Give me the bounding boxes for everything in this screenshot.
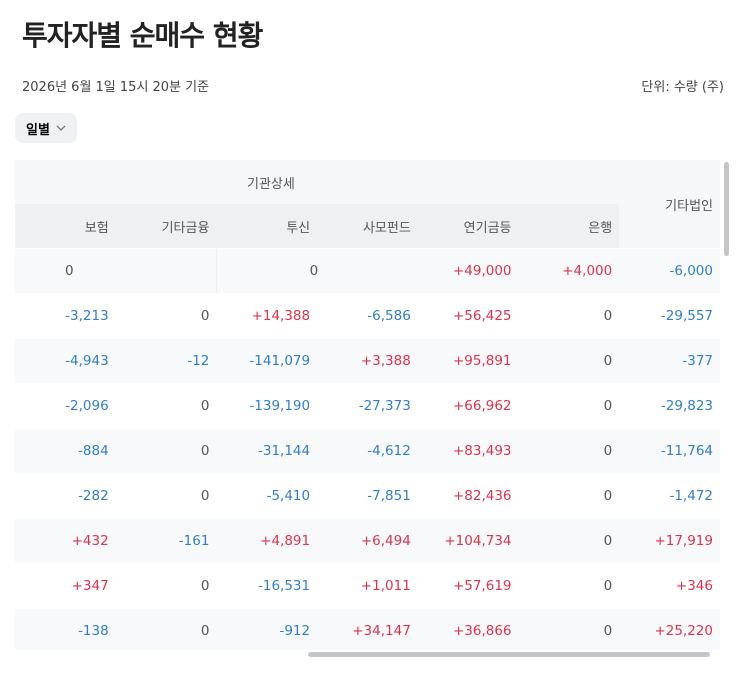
- table-cell: -11,764: [619, 428, 720, 474]
- table-cell: +432: [15, 518, 116, 564]
- table-cell: 0: [518, 428, 620, 474]
- table-row: -884 0 -31,144 -4,612 +83,493 0 -11,764: [15, 428, 720, 474]
- table-cell: +49,000: [417, 248, 519, 294]
- table-row: 0 0 +49,000 +4,000 -6,000: [15, 248, 720, 294]
- table-cell: +66,962: [417, 383, 519, 429]
- column-header: 기타금융: [115, 204, 217, 249]
- table-cell: 0: [15, 248, 217, 294]
- table-cell: 0: [518, 608, 620, 650]
- column-header: 연기금등: [417, 204, 519, 249]
- group-header: 기관상세: [15, 160, 620, 204]
- table-cell: -3,213: [15, 293, 116, 339]
- table-cell: -4,612: [317, 428, 418, 474]
- scrollbar-h[interactable]: [308, 652, 710, 657]
- table-cell: -29,557: [619, 293, 720, 339]
- table-cell: +4,000: [518, 248, 620, 294]
- column-header: 기타법인: [619, 160, 720, 249]
- table-row: -282 0 -5,410 -7,851 +82,436 0 -1,472: [15, 473, 720, 519]
- table-cell: +17,919: [619, 518, 720, 564]
- table-cell: 0: [115, 293, 217, 339]
- table-cell: -377: [619, 338, 720, 384]
- table-cell: 0: [518, 563, 620, 609]
- column-header: 보험: [15, 204, 116, 249]
- table-cell: -5,410: [216, 473, 318, 519]
- table-row: -3,213 0 +14,388 -6,586 +56,425 0 -29,557: [15, 293, 720, 339]
- table-cell: 0: [115, 473, 217, 519]
- table-cell: +6,494: [317, 518, 418, 564]
- table-cell: 0: [518, 293, 620, 339]
- table-cell: -1,472: [619, 473, 720, 519]
- timestamp: 2026년 6월 1일 15시 20분 기준: [22, 80, 210, 95]
- table-cell: -912: [216, 608, 318, 650]
- table-cell: +34,147: [317, 608, 418, 650]
- column-header: 은행: [518, 204, 620, 249]
- table-cell: +56,425: [417, 293, 519, 339]
- table-cell: +346: [619, 563, 720, 609]
- table-cell: 0: [115, 563, 217, 609]
- table-cell: 0: [215, 248, 418, 294]
- table-cell: -12: [115, 338, 217, 384]
- table-cell: -161: [115, 518, 217, 564]
- table-cell: +104,734: [417, 518, 519, 564]
- table-cell: -884: [15, 428, 116, 474]
- table-cell: -6,586: [317, 293, 418, 339]
- period-label: 일별: [26, 121, 50, 137]
- table-cell: +82,436: [417, 473, 519, 519]
- column-header: 사모펀드: [317, 204, 418, 249]
- table-cell: -2,096: [15, 383, 116, 429]
- table-cell: -282: [15, 473, 116, 519]
- table-cell: -16,531: [216, 563, 318, 609]
- period-button[interactable]: 일별: [15, 113, 77, 143]
- scrollbar-v[interactable]: [724, 162, 729, 256]
- table-cell: -141,079: [216, 338, 318, 384]
- table-row: -138 0 -912 +34,147 +36,866 0 +25,220: [15, 608, 720, 650]
- title: 투자자별 순매수 현황: [22, 19, 263, 52]
- table-cell: 0: [115, 428, 217, 474]
- column-header: 투신: [216, 204, 318, 249]
- table-row: +347 0 -16,531 +1,011 +57,619 0 +346: [15, 563, 720, 609]
- table-cell: -7,851: [317, 473, 418, 519]
- table-cell: +36,866: [417, 608, 519, 650]
- unit: 단위: 수량 (주): [641, 80, 724, 95]
- table-cell: -29,823: [619, 383, 720, 429]
- table-cell: 0: [518, 383, 620, 429]
- table-cell: -4,943: [15, 338, 116, 384]
- table-cell: 0: [115, 608, 217, 650]
- table-row: -2,096 0 -139,190 -27,373 +66,962 0 -29,823: [15, 383, 720, 429]
- table-cell: -6,000: [619, 248, 720, 294]
- table-cell: +3,388: [317, 338, 418, 384]
- table-cell: +57,619: [417, 563, 519, 609]
- table-row: -4,943 -12 -141,079 +3,388 +95,891 0 -377: [15, 338, 720, 384]
- table-cell: 0: [518, 473, 620, 519]
- table-cell: 0: [115, 383, 217, 429]
- table-cell: -31,144: [216, 428, 318, 474]
- table-cell: -139,190: [216, 383, 318, 429]
- table-cell: +14,388: [216, 293, 318, 339]
- chevron: [56, 125, 66, 131]
- table-cell: +95,891: [417, 338, 519, 384]
- table-cell: +1,011: [317, 563, 418, 609]
- table-cell: +4,891: [216, 518, 318, 564]
- table-cell: +25,220: [619, 608, 720, 650]
- table-cell: -138: [15, 608, 116, 650]
- table-cell: +83,493: [417, 428, 519, 474]
- table-row: +432 -161 +4,891 +6,494 +104,734 0 +17,919: [15, 518, 720, 564]
- table-cell: +347: [15, 563, 116, 609]
- table-cell: 0: [518, 518, 620, 564]
- table-cell: 0: [518, 338, 620, 384]
- table-wrap: 기관상세 기타법인 보험 기타금융 투신 사모펀드 연기금등 은행 0 0 +49,000 +4…: [15, 160, 722, 650]
- table: 기관상세 기타법인 보험 기타금융 투신 사모펀드 연기금등 은행 0 0 +49,000 +4…: [15, 160, 720, 650]
- table-cell: -27,373: [317, 383, 418, 429]
